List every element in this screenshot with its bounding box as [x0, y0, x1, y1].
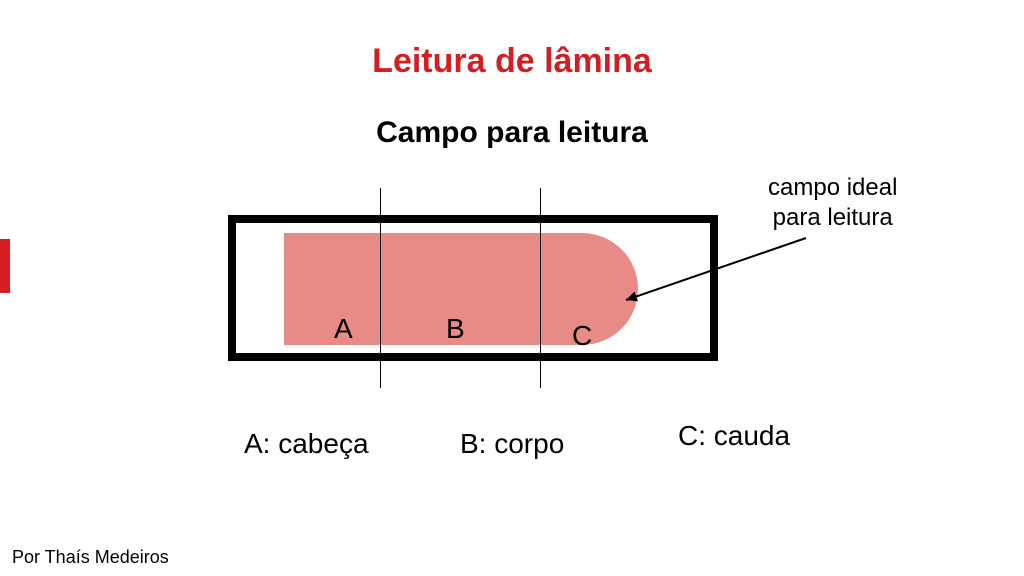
author-credit: Por Thaís Medeiros	[12, 547, 169, 568]
diagram-canvas: Leitura de lâmina Campo para leitura A B…	[0, 0, 1024, 576]
callout-arrow	[0, 0, 1024, 576]
